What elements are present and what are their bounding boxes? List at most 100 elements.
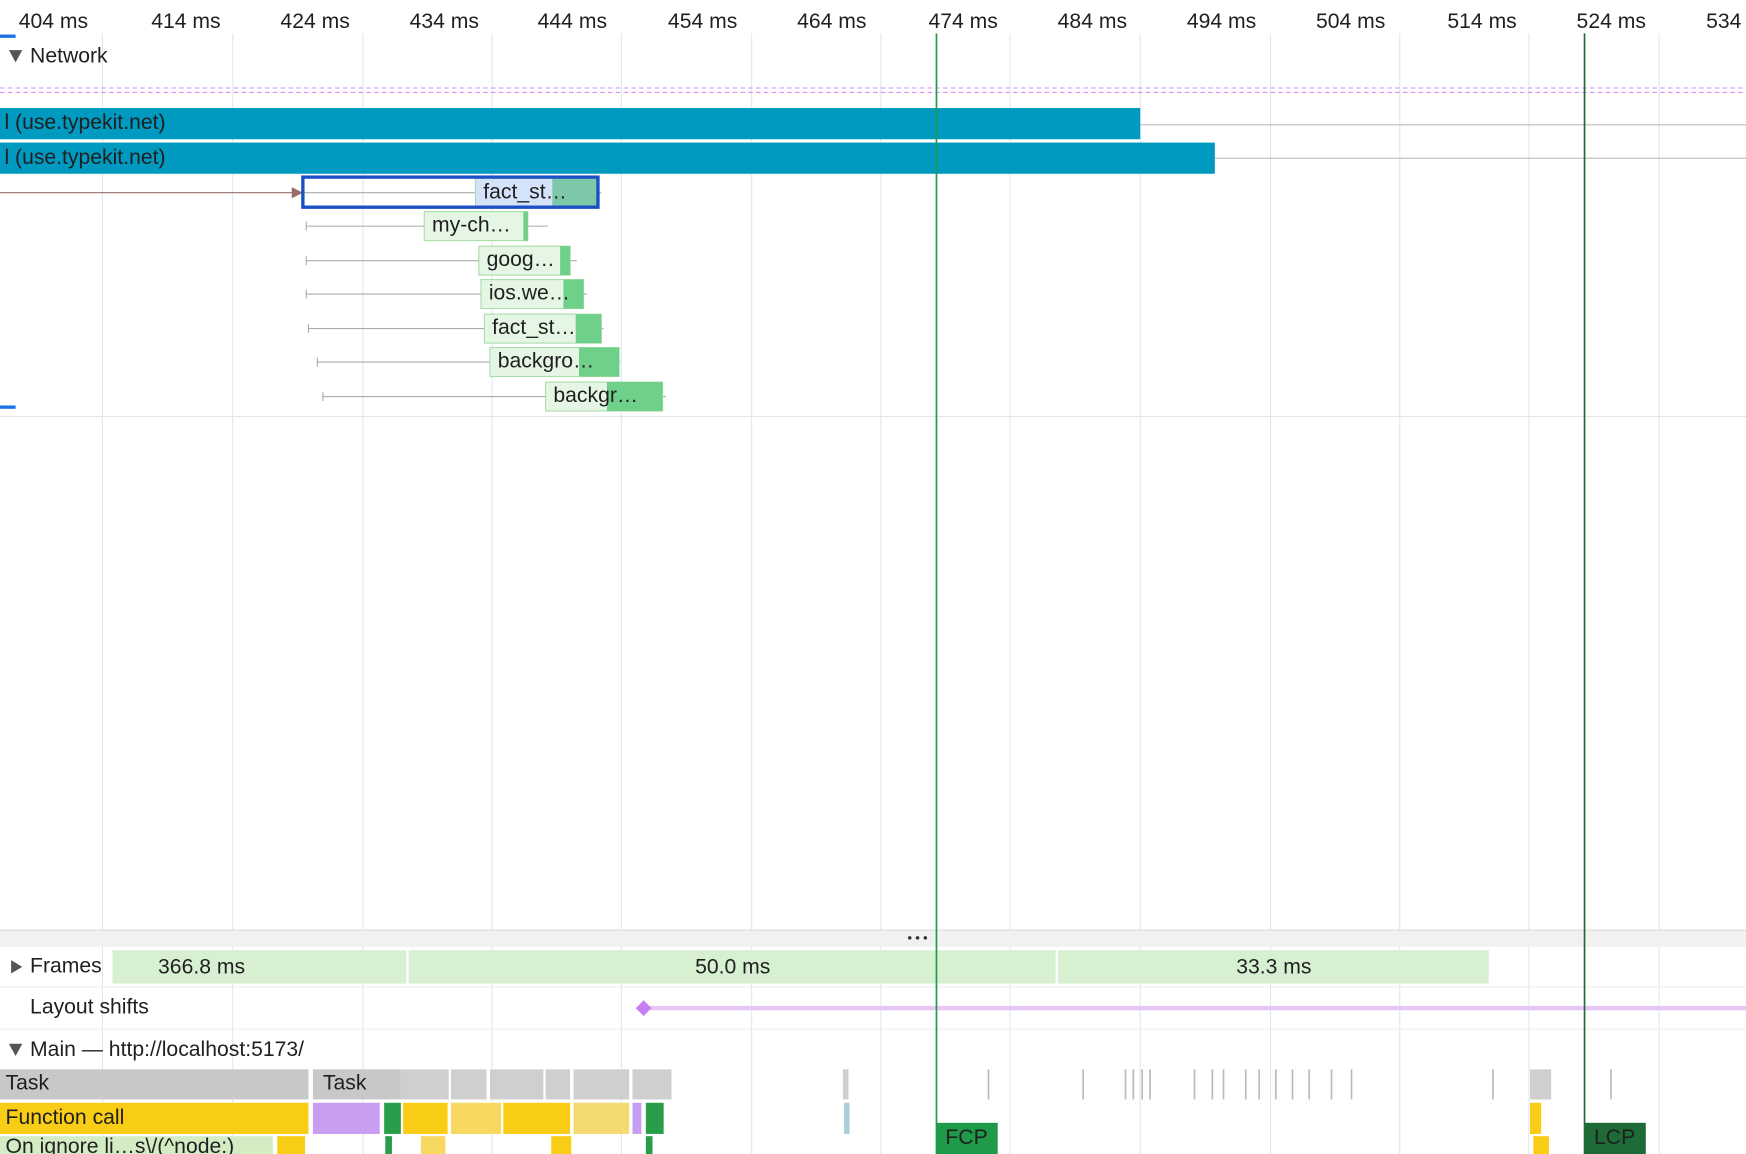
trace-event[interactable]: [842, 1069, 849, 1100]
trace-event[interactable]: [503, 1102, 571, 1134]
trace-event[interactable]: [400, 1069, 449, 1100]
trace-event[interactable]: [1244, 1069, 1247, 1100]
trace-event[interactable]: [0, 1102, 309, 1134]
trace-event[interactable]: [403, 1102, 448, 1134]
marker: [0, 34, 16, 38]
selection[interactable]: [301, 175, 600, 209]
marker-badge[interactable]: [936, 1122, 998, 1154]
frame-label: 366.8 ms: [158, 956, 245, 979]
trace-event[interactable]: [1258, 1069, 1260, 1100]
network-requests: l (use.typekit.net) l (use.typekit.net) fa…: [0, 108, 1746, 412]
frame[interactable]: [1057, 950, 1489, 984]
trace-event[interactable]: [844, 1102, 850, 1134]
trace-label: Function call: [6, 1106, 125, 1129]
ruler: 404 ms 414 ms 424 ms 434 ms 444 ms 454 ms 464 …: [19, 10, 1742, 33]
marker-badge[interactable]: [1584, 1122, 1646, 1154]
trace-event[interactable]: [632, 1069, 672, 1100]
trace-event[interactable]: [1132, 1069, 1135, 1100]
ruler-label: 464 ms: [797, 10, 866, 33]
trace-event[interactable]: [1222, 1069, 1225, 1100]
trace-event[interactable]: [573, 1102, 630, 1134]
trace-event[interactable]: [312, 1102, 380, 1134]
ruler-label: 424 ms: [280, 10, 349, 33]
trace-event[interactable]: [987, 1069, 990, 1100]
trace-event[interactable]: [450, 1102, 502, 1134]
frame-label: 50.0 ms: [695, 956, 770, 979]
grid: [101, 33, 1660, 1154]
ruler-label: 404 ms: [19, 10, 88, 33]
trace-event[interactable]: [420, 1136, 446, 1154]
track-title[interactable]: Network: [30, 44, 108, 67]
trace-event[interactable]: [551, 1136, 572, 1154]
request-download: [563, 279, 584, 309]
resizer[interactable]: [0, 930, 1746, 947]
trace-event[interactable]: [0, 1136, 273, 1154]
trace-event[interactable]: [1610, 1069, 1612, 1100]
request-bar[interactable]: [0, 142, 1215, 174]
trace-event[interactable]: [385, 1136, 392, 1154]
track-title[interactable]: Main — http://localhost:5173/: [30, 1038, 304, 1061]
marker-label: FCP: [945, 1126, 987, 1149]
trace-event[interactable]: [277, 1136, 306, 1154]
trace-event[interactable]: [1141, 1069, 1144, 1100]
request-download: [575, 314, 602, 344]
expand-icon[interactable]: [8, 50, 23, 63]
trace-event[interactable]: [645, 1136, 653, 1154]
trace-event[interactable]: [1149, 1069, 1151, 1100]
trace-event[interactable]: [573, 1069, 630, 1100]
request-label: fact_st…: [492, 316, 575, 339]
request-label: l (use.typekit.net): [4, 111, 165, 134]
ruler-label: 484 ms: [1058, 10, 1127, 33]
track-title[interactable]: Frames: [30, 954, 102, 977]
layout-shift[interactable]: [635, 1000, 652, 1016]
request-bar[interactable]: [478, 245, 571, 276]
trace-event[interactable]: [0, 1069, 309, 1100]
dot: [915, 936, 920, 940]
trace-event[interactable]: [1529, 1102, 1542, 1134]
track-title[interactable]: Layout shifts: [30, 996, 149, 1019]
trace-event[interactable]: [489, 1069, 544, 1100]
trace-event[interactable]: [1330, 1069, 1333, 1100]
request-bar[interactable]: [0, 108, 1141, 140]
trace-event[interactable]: [1529, 1069, 1552, 1100]
trace-event[interactable]: [312, 1069, 401, 1100]
request-label: my-ch…: [432, 214, 511, 237]
trace-event[interactable]: [1082, 1069, 1085, 1100]
trace-event[interactable]: [384, 1102, 401, 1134]
request-label: backgr…: [553, 384, 638, 407]
ruler-label: 494 ms: [1187, 10, 1256, 33]
frame[interactable]: [112, 950, 407, 984]
expand-icon[interactable]: [11, 960, 23, 974]
ruler-label: 454 ms: [668, 10, 737, 33]
trace-event[interactable]: [1533, 1136, 1549, 1154]
request-download: [606, 382, 663, 412]
trace-event[interactable]: [1124, 1069, 1127, 1100]
request-label: ios.we…: [489, 282, 570, 305]
trace-label: Task: [323, 1071, 367, 1094]
request-label: backgro…: [498, 350, 594, 373]
request-label: fact_st…: [483, 180, 566, 203]
trace-label: Task: [6, 1071, 50, 1094]
ruler-label: 524 ms: [1577, 10, 1646, 33]
trace-event[interactable]: [1492, 1069, 1494, 1100]
ruler-label: 434 ms: [410, 10, 479, 33]
marker: [0, 405, 16, 409]
trace-event[interactable]: [632, 1102, 642, 1134]
ruler-label: 474 ms: [929, 10, 998, 33]
trace-event[interactable]: [1291, 1069, 1294, 1100]
trace-event[interactable]: [1274, 1069, 1277, 1100]
expand-icon[interactable]: [8, 1043, 23, 1056]
trace-event[interactable]: [1193, 1069, 1196, 1100]
trace-event[interactable]: [645, 1102, 664, 1134]
ruler-label: 444 ms: [538, 10, 607, 33]
trace-event[interactable]: [450, 1069, 487, 1100]
trace-event[interactable]: [545, 1069, 571, 1100]
request-label: l (use.typekit.net): [4, 146, 165, 169]
trace-event[interactable]: [1308, 1069, 1311, 1100]
trace-event[interactable]: [1211, 1069, 1214, 1100]
trace-event[interactable]: [1350, 1069, 1353, 1100]
frame[interactable]: [408, 950, 1056, 984]
timing-markers: FCP LCP: [935, 33, 1646, 1154]
